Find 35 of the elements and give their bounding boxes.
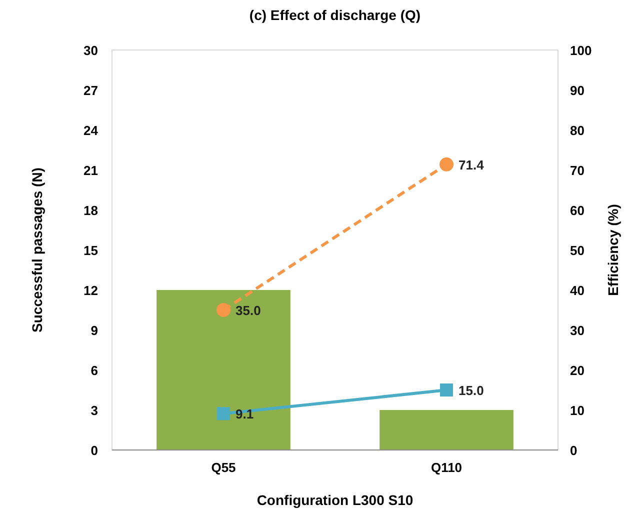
point — [217, 407, 230, 420]
y-axis-title: Successful passages (N) — [29, 168, 45, 332]
y-tick-label: 12 — [84, 283, 98, 298]
y2-tick-label: 90 — [570, 83, 584, 98]
y-tick-label: 0 — [90, 443, 98, 458]
y2-tick-label: 30 — [570, 323, 584, 338]
y-tick-label: 9 — [90, 323, 98, 338]
y2-tick-label: 80 — [570, 123, 584, 138]
y-tick-label: 18 — [84, 203, 98, 218]
data-label: 71.4 — [458, 157, 485, 172]
y2-tick-label: 70 — [570, 163, 584, 178]
point — [440, 384, 453, 396]
y-tick-label: 21 — [84, 163, 98, 178]
y-tick-label: 3 — [90, 403, 98, 418]
y2-tick-label: 50 — [570, 243, 584, 258]
y2-tick-label: 0 — [570, 443, 578, 458]
y2-tick-label: 10 — [570, 403, 584, 418]
y2-axis-title: Efficiency (%) — [605, 204, 621, 296]
y-tick-label: 27 — [84, 83, 98, 98]
y2-tick-label: 60 — [570, 203, 584, 218]
x-axis-title: Configuration L300 S10 — [256, 492, 414, 508]
point — [216, 303, 230, 317]
chart-title: (c) Effect of discharge (Q) — [249, 7, 421, 23]
y2-tick-label: 20 — [570, 363, 584, 378]
y2-tick-label: 100 — [570, 43, 592, 58]
y-tick-label: 24 — [84, 123, 99, 138]
data-label: 15.0 — [458, 383, 484, 398]
data-label: 35.0 — [236, 303, 261, 318]
x-tick-label: Q110 — [430, 460, 462, 475]
x-tick-label: Q55 — [211, 460, 236, 475]
y2-tick-label: 40 — [570, 283, 584, 298]
y-tick-label: 30 — [84, 43, 98, 58]
y-tick-label: 6 — [90, 363, 98, 378]
y-tick-label: 15 — [84, 243, 98, 258]
point — [440, 157, 454, 172]
